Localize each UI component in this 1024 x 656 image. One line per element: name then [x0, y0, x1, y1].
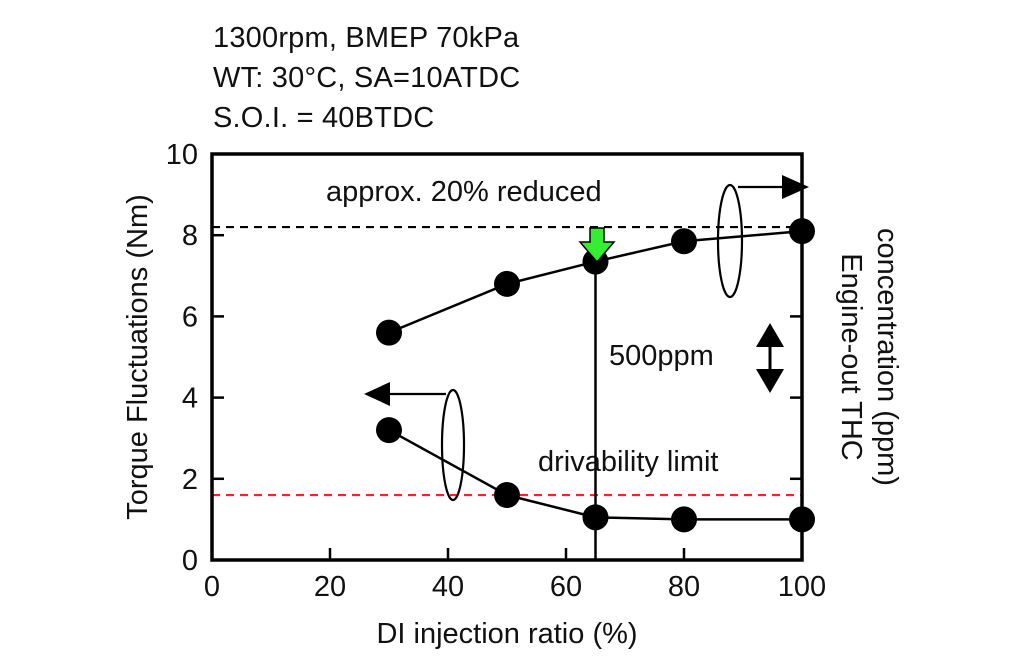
left-arrowhead-icon — [364, 382, 390, 406]
y-tick-label-2: 2 — [182, 464, 198, 496]
y-tick-label-4: 4 — [182, 383, 198, 415]
drivability-limit-label: drivability limit — [538, 446, 718, 478]
torque-series-ellipse — [440, 388, 466, 502]
y-axis-label: Torque Fluctuations (Nm) — [122, 194, 154, 520]
x-tick-label-0: 0 — [204, 571, 220, 603]
torque-point-80 — [671, 506, 697, 533]
y-tick-label-10: 10 — [166, 139, 198, 171]
y2-axis-label-line1: Engine-out THC — [835, 253, 867, 460]
right-arrowhead-icon — [782, 175, 809, 199]
condition-line-3: S.O.I. = 40BTDC — [213, 102, 435, 134]
thc-series-ellipse — [716, 183, 744, 299]
torque-point-30 — [376, 417, 402, 444]
y-tick-label-6: 6 — [182, 301, 198, 333]
x-tick-label-20: 20 — [314, 571, 346, 603]
torque-point-65 — [582, 504, 609, 531]
x-tick-label-60: 60 — [550, 571, 582, 603]
y2-axis-label-line2: concentration (ppm) — [871, 228, 903, 486]
thc-point-80 — [671, 228, 697, 255]
thc-point-50 — [494, 270, 520, 297]
y-tick-label-8: 8 — [182, 220, 198, 252]
plot-frame — [210, 152, 804, 562]
scale-bar-label: 500ppm — [609, 340, 714, 372]
x-axis-label: DI injection ratio (%) — [376, 618, 637, 650]
condition-line-1: 1300rpm, BMEP 70kPa — [213, 22, 520, 54]
y-tick-label-0: 0 — [182, 545, 198, 577]
x-tick-label-100: 100 — [778, 571, 826, 603]
x-tick-label-40: 40 — [432, 571, 464, 603]
green-down-arrow-icon — [578, 227, 616, 264]
scale-bar-up-arrow-icon — [756, 323, 784, 347]
torque-point-50 — [494, 482, 520, 509]
thc-point-30 — [376, 319, 402, 346]
reduction-label: approx. 20% reduced — [326, 176, 602, 208]
scale-bar-down-arrow-icon — [756, 369, 784, 393]
x-tick-label-80: 80 — [668, 571, 700, 603]
condition-line-2: WT: 30°C, SA=10ATDC — [213, 62, 521, 94]
